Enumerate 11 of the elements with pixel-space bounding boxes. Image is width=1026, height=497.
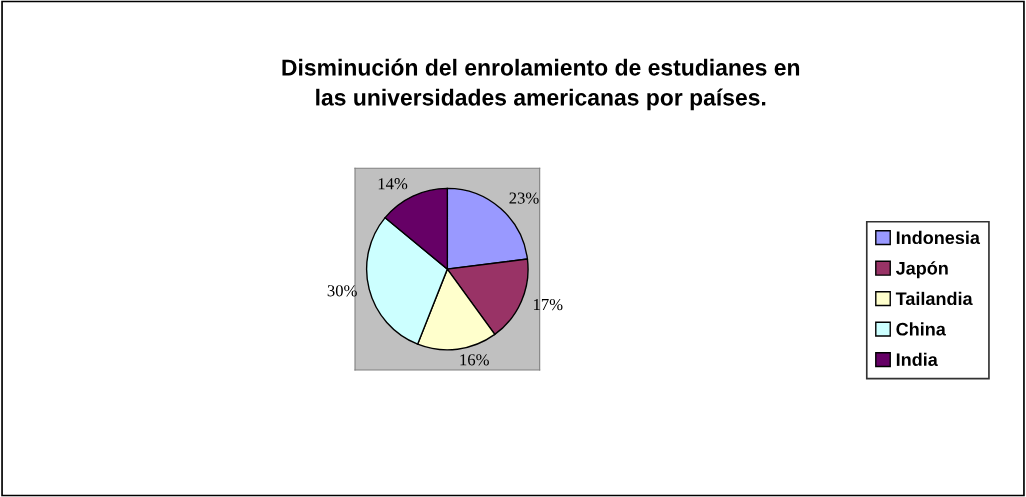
legend-label: Tailandia <box>895 291 973 306</box>
legend-label: Japón <box>895 261 948 279</box>
data-label: 23% <box>509 192 539 204</box>
legend-label: India <box>896 352 938 367</box>
data-label: 16% <box>460 354 489 366</box>
data-label: 30% <box>327 285 357 297</box>
legend-label: China <box>896 322 946 336</box>
data-label: 14% <box>378 178 408 190</box>
data-label: 17% <box>533 298 563 311</box>
chart-title: Disminución del enrolamiento de estudianes en las universidades americanas por países. <box>282 58 800 111</box>
legend-label: Indonesia <box>896 230 981 245</box>
